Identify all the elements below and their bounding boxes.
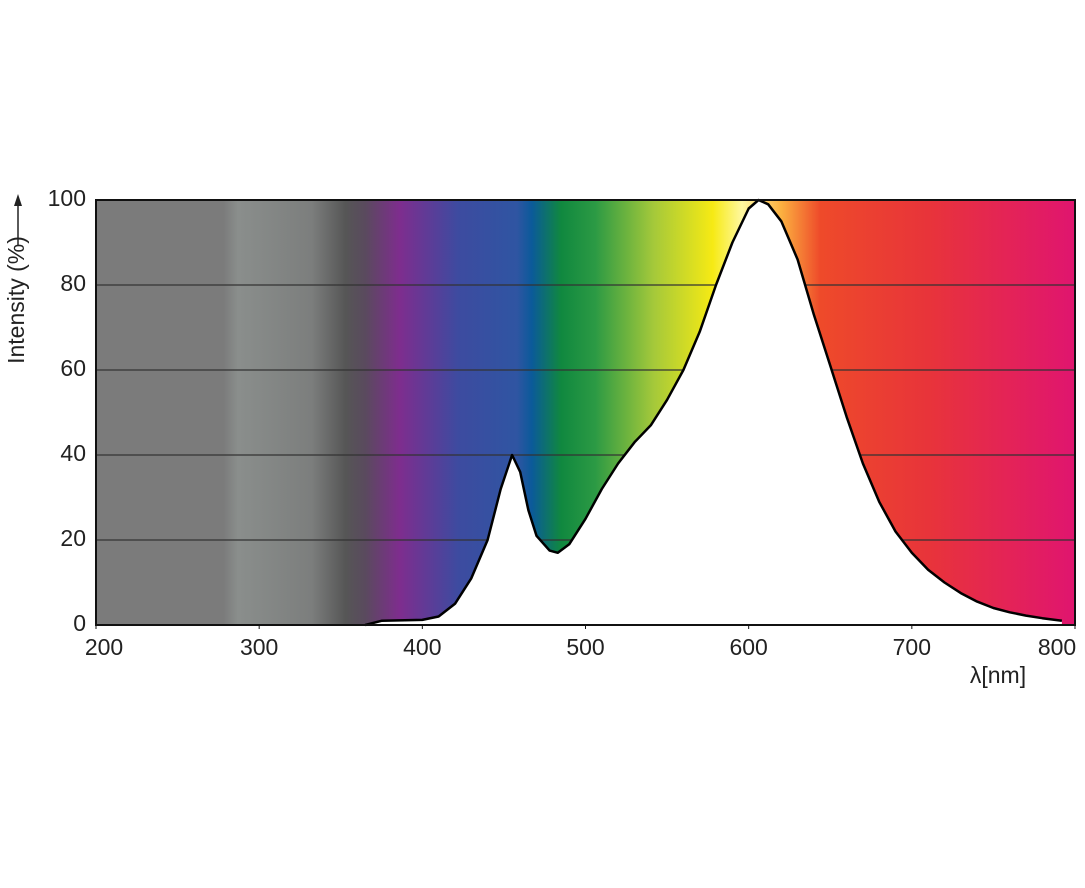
y-tick-label: 100 — [48, 185, 86, 211]
x-tick-label: 700 — [893, 634, 931, 660]
y-tick-label: 0 — [73, 610, 86, 636]
y-axis-label: Intensity (%) — [3, 236, 29, 364]
x-axis-label: λ[nm] — [970, 662, 1026, 688]
y-tick-label: 60 — [60, 355, 86, 381]
spectrum-line — [364, 198, 1063, 627]
x-tick-label: 400 — [403, 634, 441, 660]
y-axis-arrow — [14, 194, 22, 245]
x-tick-label: 500 — [566, 634, 604, 660]
x-tick-label: 200 — [85, 634, 123, 660]
y-tick-label: 40 — [60, 440, 86, 466]
y-tick-label: 20 — [60, 525, 86, 551]
x-tick-label: 300 — [240, 634, 278, 660]
y-tick-label: 80 — [60, 270, 86, 296]
x-tick-label: 800 — [1038, 634, 1076, 660]
x-tick-label: 600 — [729, 634, 767, 660]
